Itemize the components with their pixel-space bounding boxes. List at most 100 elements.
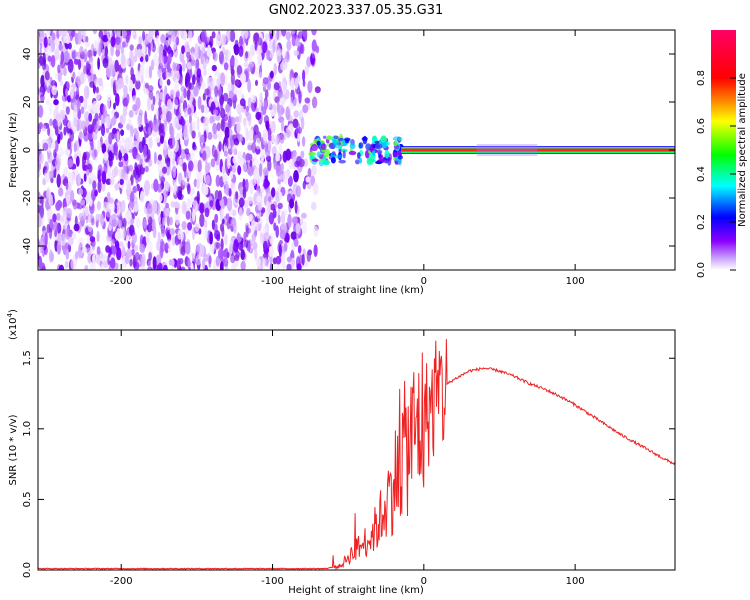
spectrogram-cell [245,225,249,238]
spectrogram-cell [58,43,63,52]
spectrogram-cell [287,175,293,187]
spectrogram-cell [251,100,257,112]
spectrogram-cell [213,133,218,140]
spectrogram-cell [162,216,166,226]
spectrogram-cell [34,237,37,245]
spectrogram-cell [61,233,66,246]
spectrogram-cell [146,97,152,111]
spectrogram-cell [144,82,149,89]
spectrogram-cell [90,142,94,151]
snr-x-tick-label: 100 [566,576,585,587]
spectrogram-cell [197,131,201,139]
spectrogram-cell [278,244,282,257]
spectrogram-cell [224,74,228,87]
spectrogram-cell [96,200,102,211]
spectrogram-cell [130,229,136,236]
spectrogram-cell [65,106,70,115]
spectrogram-cell [277,106,281,119]
spectrogram-cell [94,149,98,158]
spectrogram-cell [194,111,197,119]
spectrogram-cell [164,207,171,217]
spectrogram-cell [233,138,240,146]
spectrogram-cell [295,185,302,198]
spectrogram-cell [105,208,112,218]
spectrogram-cell [307,80,313,94]
spectrogram-cell [285,232,290,243]
spectrogram-cell [195,244,200,254]
spectrogram-cell [78,119,82,131]
spectrogram-cell [113,81,116,96]
spectrogram-cell [247,63,253,72]
snr-y-ticks: 0.0 0.5 1.0 1.5 [22,350,675,578]
spectrogram-transition-cell [398,159,402,166]
spectrogram-cell [110,36,116,47]
spectrogram-cell [172,165,177,179]
spectrogram-cell [183,88,187,99]
spectrogram-cell [237,150,243,164]
spectrogram-cell [197,96,202,110]
spectrogram-cell [222,92,229,102]
spectrogram-cell [125,34,130,43]
spectrogram-cell [266,48,270,60]
spectrogram-cell [160,134,164,144]
spectrogram-cell [205,58,209,67]
spectrogram-cell [205,162,210,174]
spectrogram-cell [236,65,243,75]
spectrogram-cell [300,43,305,55]
spectrogram-cell [243,231,247,243]
spectrogram-cell [251,94,257,104]
spectrogram-cell [209,243,215,254]
spectrogram-cell [219,261,224,270]
spectrogram-cell [54,229,58,237]
spectrogram-cell [67,158,74,168]
spectrogram-cell [172,35,177,45]
spectrogram-transition-cell [376,149,383,155]
spectrogram-transition-cell [394,160,398,165]
snr-series-line [38,339,675,570]
spectrogram-cell [272,39,276,53]
spectrogram-cell [252,32,258,45]
spectrogram-cell [275,263,280,270]
spectrogram-cell [228,90,234,100]
spectrogram-cell [124,255,130,265]
spectrogram-cell [286,256,292,263]
spectrogram-cell [175,72,181,79]
spectrogram-cell [131,30,136,37]
spectrogram-cell [314,86,321,94]
spectrogram-cell [202,183,207,195]
spectrogram-cell [46,188,51,198]
spectrogram-cell [267,159,272,172]
spectrogram-cell [247,97,252,109]
spectrogram-cell [34,91,37,103]
spectrogram-cell [186,257,191,269]
spectrogram-cell [39,153,44,165]
spectrogram-cell [234,79,240,87]
spectrogram-cell [120,168,126,180]
spectrogram-cell [59,215,64,223]
spectrogram-cell [286,39,292,51]
spectrogram-cell [82,33,86,43]
spectrogram-cell [116,219,123,228]
spectrogram-cell [120,226,126,240]
spectrogram-cell [190,149,195,160]
spectrogram-cell [214,70,220,77]
spectrogram-cell [52,213,57,223]
spectrogram-cell [290,77,295,91]
spectrogram-cell [145,66,150,79]
spectrogram-cell [205,174,211,185]
spectrogram-cell [78,131,83,140]
spectrogram-cell [185,41,190,55]
spectrogram-cell [64,227,71,240]
spectrogram-cell [167,239,172,247]
spectrogram-cell [277,214,281,225]
spectrogram-cell [77,244,82,259]
spectrogram-cell [127,240,131,250]
spectrogram-cell [123,84,128,96]
spectrogram-cell [220,203,225,210]
spectrogram-cell [247,240,251,253]
spectrogram-cell [182,162,187,172]
spectrogram-cell [158,69,162,80]
spectrogram-cell [152,218,156,232]
snr-panel: -200 -100 0 100 0.0 0.5 1.0 1.5 Height of stra… [6,309,676,596]
spectrogram-cell [230,116,236,127]
